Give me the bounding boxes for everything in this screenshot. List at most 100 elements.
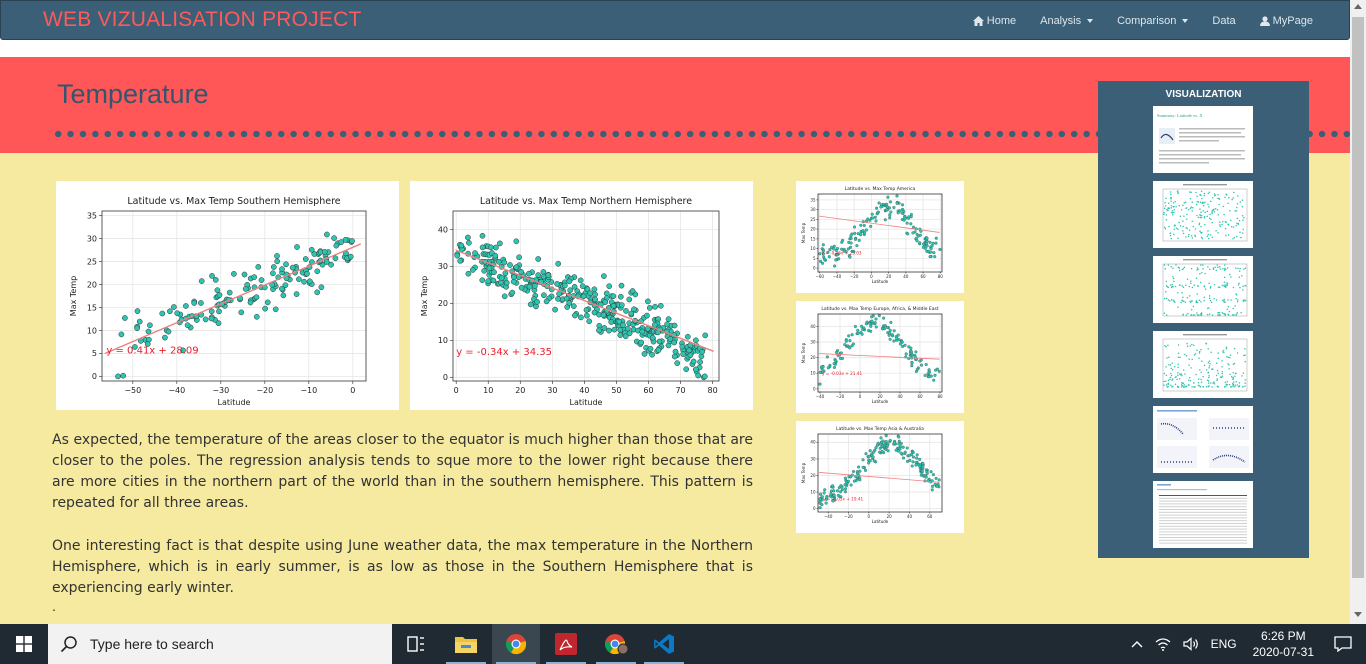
thumb-point [1226, 284, 1228, 287]
thumb-point [1223, 276, 1226, 279]
thumb-point [1234, 210, 1236, 212]
scatter-point [910, 361, 914, 365]
regression-equation: y = -0.03x + 21.41 [822, 371, 862, 376]
thumb-point [1170, 200, 1172, 202]
scatter-point [214, 287, 221, 294]
x-tick-label: 0 [350, 386, 355, 395]
thumb-point [1182, 300, 1184, 302]
network-button[interactable] [1149, 637, 1177, 651]
thumb-point [1208, 313, 1211, 315]
scatter-point [909, 212, 913, 217]
acrobat-button[interactable] [542, 624, 590, 664]
language-indicator[interactable]: ENG [1210, 637, 1237, 651]
scatter-point [864, 228, 869, 232]
brand-title[interactable]: WEB VIZUALISATION PROJECT [43, 8, 362, 31]
thumb-point [1199, 216, 1202, 219]
scatter-point [837, 257, 841, 261]
thumb-title [1183, 334, 1227, 336]
scatter-point [934, 241, 938, 245]
thumb-point [1207, 230, 1209, 232]
thumbnail-cloudiness[interactable] [1153, 256, 1253, 323]
nav-comparison-dropdown[interactable]: Comparison [1105, 15, 1200, 27]
scatter-point [587, 290, 594, 297]
clock[interactable]: 6:26 PM 2020-07-31 [1243, 628, 1324, 660]
scatter-point [183, 303, 189, 309]
scroll-down-arrow-icon[interactable] [1354, 612, 1362, 617]
chart-southern: Latitude vs. Max Temp Southern Hemispher… [69, 196, 367, 407]
thumb-point [1185, 207, 1188, 209]
volume-button[interactable] [1177, 637, 1205, 651]
scatter-point [586, 318, 593, 325]
system-tray: ENG 6:26 PM 2020-07-31 [1125, 624, 1366, 664]
thumb-table-row [1159, 523, 1247, 524]
scatter-point [928, 255, 932, 259]
thumb-point [1217, 231, 1219, 234]
chrome-profile-button[interactable] [592, 624, 640, 664]
taskbar-search-box[interactable]: Type here to search [48, 624, 392, 664]
thumb-point [1233, 347, 1236, 350]
thumb-point [1200, 236, 1203, 239]
thumb-point [1189, 191, 1191, 193]
nav-mypage[interactable]: MyPage [1248, 15, 1325, 27]
thumb-table-row [1159, 537, 1247, 538]
thumbnail-comparison[interactable] [1153, 406, 1253, 473]
thumb-point [1192, 344, 1195, 346]
vscode-button[interactable] [640, 624, 688, 664]
scatter-point [618, 282, 625, 289]
plot-asia-australia: Latitude vs. Max Temp Asia & Australia −4… [796, 421, 964, 533]
task-view-button[interactable] [392, 624, 440, 664]
thumb-point [1203, 194, 1206, 197]
thumbnail-wind-speed[interactable] [1153, 331, 1253, 398]
scatter-point [874, 325, 878, 329]
thumb-point [1232, 286, 1235, 289]
scatter-point [908, 458, 912, 462]
scatter-point [832, 244, 836, 248]
start-button[interactable] [0, 624, 48, 664]
thumb-point [1199, 314, 1201, 316]
thumb-point [1174, 383, 1177, 385]
thumb-point [1190, 267, 1193, 270]
y-tick-label: 40 [810, 440, 816, 445]
nav-data[interactable]: Data [1200, 15, 1247, 27]
thumbnail-summary[interactable]: Summary: Latitude vs. X [1153, 106, 1253, 173]
tray-expand-button[interactable] [1125, 640, 1149, 648]
scatter-point [818, 497, 822, 501]
thumb-point [1188, 364, 1190, 366]
scroll-up-arrow-icon[interactable] [1354, 4, 1362, 9]
nav-home[interactable]: Home [961, 15, 1028, 27]
scatter-point [606, 283, 613, 290]
thumb-point [1173, 300, 1175, 303]
scatter-point [903, 216, 907, 220]
y-tick-label: 25 [87, 257, 97, 266]
thumb-subtitle [1157, 489, 1207, 491]
thumb-point [1186, 345, 1189, 347]
thumbnail-humidity[interactable] [1153, 181, 1253, 248]
chrome-button[interactable] [492, 624, 540, 664]
scatter-point [513, 238, 520, 245]
thumb-point [1182, 230, 1184, 232]
scrollbar-thumb[interactable] [1352, 17, 1364, 578]
plot-frame [452, 210, 720, 382]
thumb-point [1168, 364, 1170, 366]
thumb-point [1234, 386, 1236, 388]
nav-analysis-dropdown[interactable]: Analysis [1028, 15, 1105, 27]
thumb-point [1168, 356, 1170, 359]
thumb-point [1197, 268, 1199, 270]
thumb-point [1173, 228, 1176, 230]
vertical-scrollbar[interactable] [1350, 0, 1366, 624]
scatter-point [592, 296, 598, 303]
action-center-button[interactable] [1324, 636, 1366, 652]
scatter-point [937, 478, 941, 482]
thumb-point [1174, 285, 1177, 288]
thumb-point [1225, 346, 1228, 349]
thumb-point [1208, 297, 1211, 300]
nav-comparison-label: Comparison [1117, 15, 1177, 27]
scatter-point [832, 493, 836, 497]
file-explorer-button[interactable] [442, 624, 490, 664]
thumb-point [1242, 289, 1244, 291]
thumb-point [1175, 206, 1177, 208]
x-tick-label: 20 [886, 274, 892, 279]
thumb-point [1172, 267, 1174, 269]
thumbnail-data-table[interactable] [1153, 481, 1253, 548]
thumb-point [1243, 216, 1245, 219]
